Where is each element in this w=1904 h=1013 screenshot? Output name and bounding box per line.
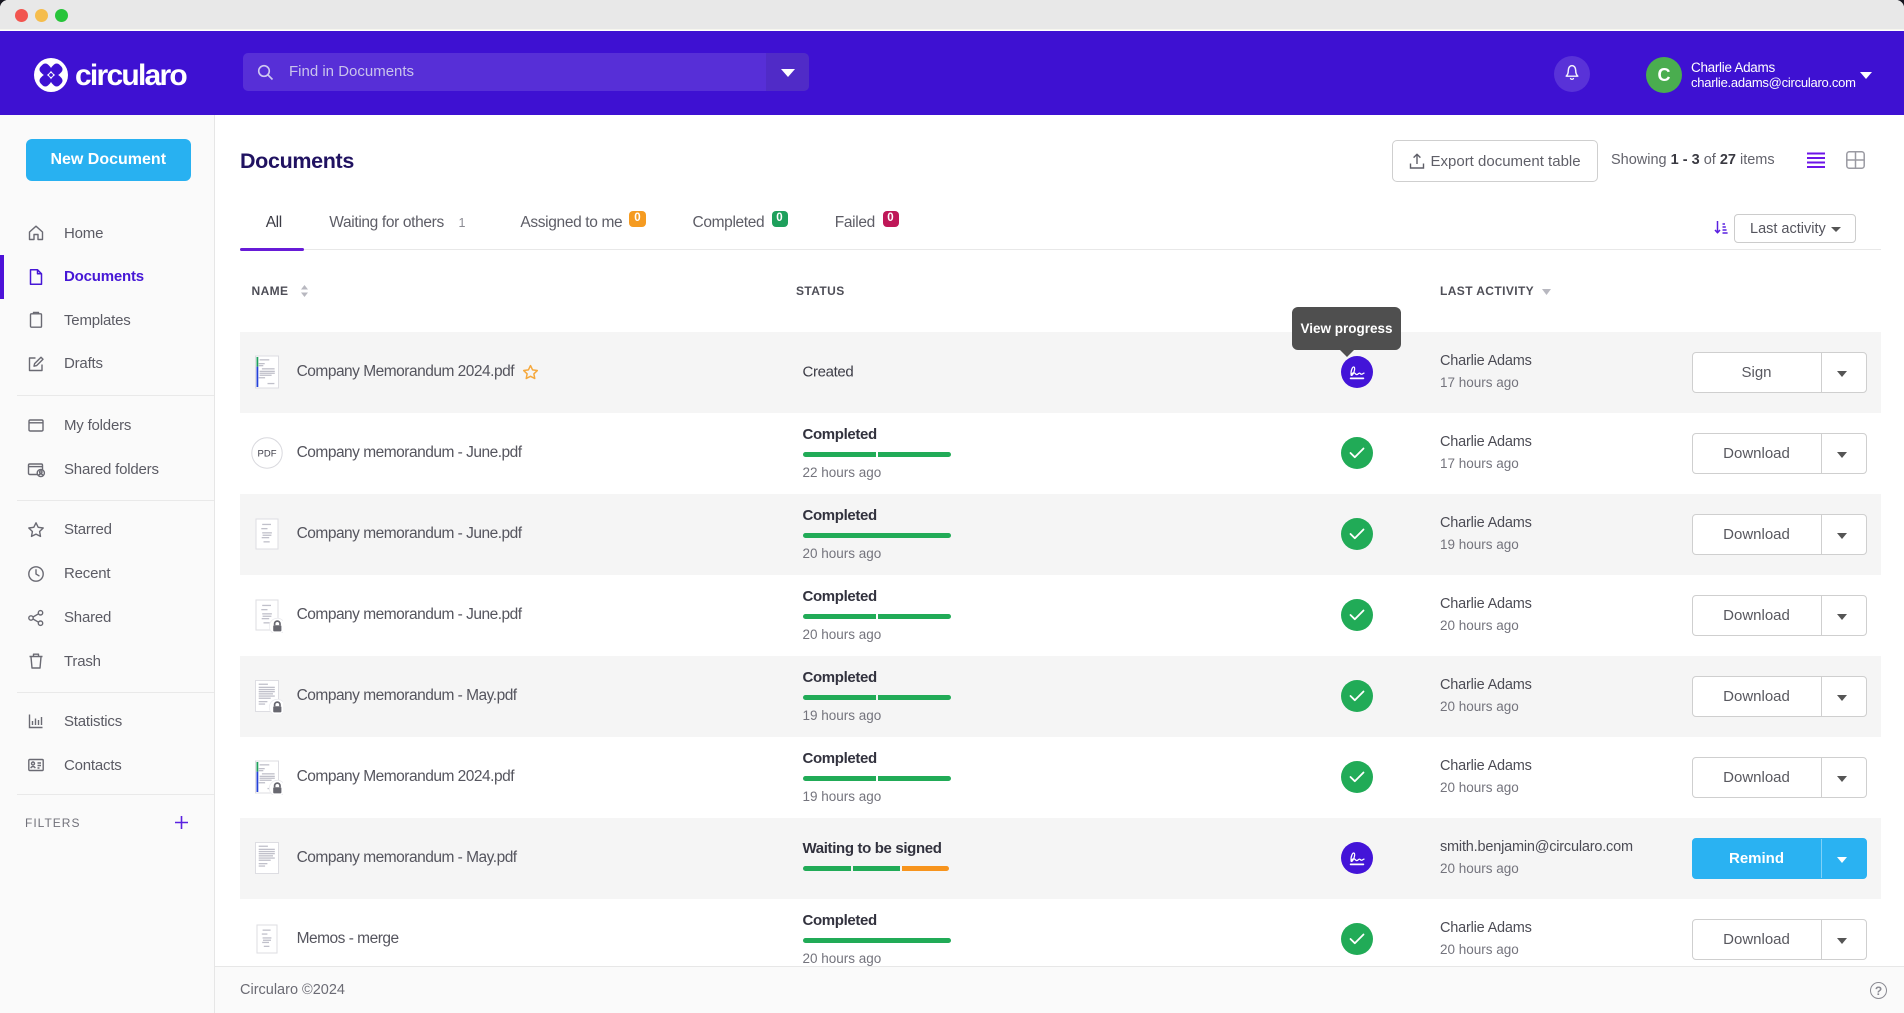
- svg-text:PDF: PDF: [258, 449, 277, 460]
